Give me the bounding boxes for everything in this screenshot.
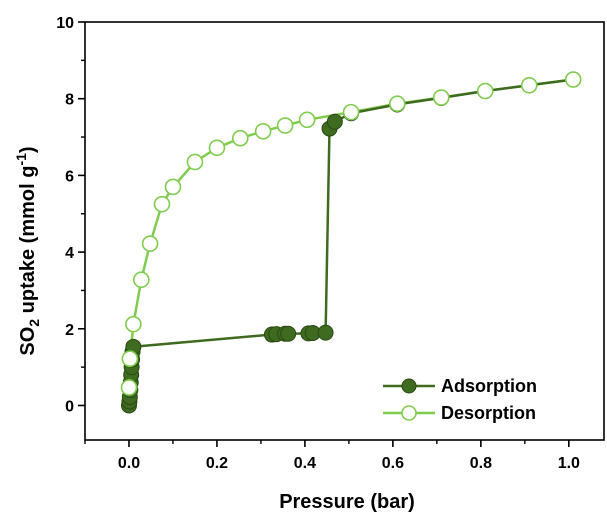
y-tick-label: 4 bbox=[65, 245, 74, 262]
x-tick-label: 0.6 bbox=[382, 455, 404, 472]
desorption-point bbox=[153, 195, 171, 213]
y-tick-label: 2 bbox=[65, 322, 74, 339]
desorption-point bbox=[141, 235, 159, 252]
x-tick-label: 0.8 bbox=[470, 455, 492, 472]
y-tick-label: 10 bbox=[56, 15, 74, 32]
desorption-point bbox=[254, 122, 272, 140]
y-axis-title-sub: 2 bbox=[26, 319, 42, 327]
desorption-point bbox=[298, 111, 316, 129]
adsorption-point bbox=[280, 325, 297, 342]
x-tick-label: 0.2 bbox=[206, 455, 228, 472]
desorption-point bbox=[164, 178, 182, 196]
y-tick-label: 6 bbox=[65, 168, 74, 185]
desorption-point bbox=[186, 153, 204, 171]
x-tick-label: 0.4 bbox=[294, 455, 316, 472]
y-tick-label: 0 bbox=[65, 398, 74, 415]
desorption-point bbox=[208, 139, 226, 157]
x-axis-title: Pressure (bar) bbox=[279, 491, 415, 513]
plot-frame bbox=[84, 21, 605, 441]
y-axis-title: SO2 uptake (mmol g-1) bbox=[13, 146, 42, 355]
series-layer bbox=[120, 71, 582, 414]
desorption-point bbox=[564, 71, 582, 88]
legend-adsorption-label: Adsorption bbox=[441, 376, 537, 396]
desorption-point bbox=[125, 315, 142, 333]
desorption-point bbox=[120, 379, 138, 396]
plot-border bbox=[84, 21, 605, 441]
desorption-point bbox=[276, 117, 294, 134]
legend-desorption-marker bbox=[401, 405, 417, 421]
y-axis-title-mid: uptake (mmol g bbox=[17, 166, 39, 319]
y-axis-title-sup: -1 bbox=[13, 153, 29, 166]
desorption-point bbox=[132, 271, 150, 289]
adsorption-point bbox=[326, 113, 343, 130]
desorption-point bbox=[388, 95, 406, 112]
adsorption-point bbox=[317, 324, 334, 341]
desorption-point bbox=[121, 350, 139, 368]
desorption-point bbox=[342, 103, 360, 121]
desorption-point bbox=[520, 76, 538, 94]
desorption-point bbox=[432, 89, 450, 106]
y-axis-title-pre: SO bbox=[17, 327, 39, 356]
y-tick-label: 8 bbox=[65, 92, 74, 109]
legend-desorption-label: Desorption bbox=[441, 403, 536, 423]
legend-adsorption-marker bbox=[401, 378, 417, 394]
desorption-point bbox=[231, 129, 249, 147]
legend: Adsorption Desorption bbox=[383, 376, 537, 423]
axis-tick-labels: 0.0 0.2 0.4 0.6 0.8 1.0 0 2 4 6 8 10 bbox=[56, 15, 580, 472]
x-tick-label: 1.0 bbox=[558, 455, 580, 472]
x-tick-label: 0.0 bbox=[118, 455, 140, 472]
y-axis-title-post: ) bbox=[17, 146, 39, 153]
series-line-adsorption bbox=[127, 78, 574, 406]
axis-ticks bbox=[78, 21, 570, 447]
desorption-point bbox=[476, 82, 494, 100]
